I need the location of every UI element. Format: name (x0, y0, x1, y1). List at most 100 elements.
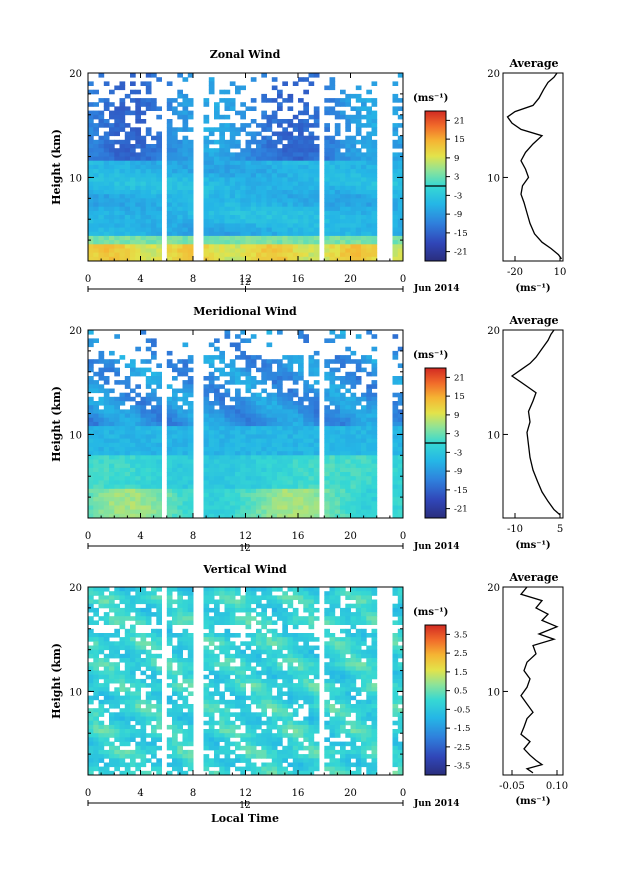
heatmap-cell (182, 587, 189, 592)
heatmap-cell (371, 434, 378, 439)
heatmap-cell (329, 77, 336, 82)
heatmap-cell (151, 152, 157, 157)
heatmap-cell (214, 202, 220, 208)
heatmap-cell (282, 240, 288, 245)
heatmap-cell (240, 114, 246, 120)
heatmap-cell (214, 509, 220, 515)
heatmap-cell (214, 438, 220, 444)
heatmap-cell (208, 691, 215, 696)
heatmap-cell (266, 472, 273, 477)
heatmap-cell (224, 392, 231, 398)
heatmap-cell (135, 687, 141, 692)
heatmap-cell (229, 687, 236, 692)
heatmap-cell (282, 177, 288, 182)
heatmap-cell (119, 380, 126, 385)
heatmap-cell (124, 417, 131, 423)
heatmap-cell (135, 455, 141, 460)
heatmap-cell (166, 683, 173, 688)
heatmap-cell (214, 248, 220, 254)
heatmap-cell (345, 434, 351, 439)
heatmap-cell (119, 98, 126, 103)
heatmap-cell (366, 148, 372, 153)
heatmap-cell (119, 438, 126, 444)
heatmap-cell (145, 359, 152, 364)
heatmap-cell (334, 169, 341, 174)
heatmap-cell (287, 513, 294, 519)
heatmap-cell (88, 497, 94, 502)
heatmap-cell (187, 380, 194, 385)
heatmap-cell (124, 674, 131, 680)
heatmap-cell (208, 401, 215, 406)
heatmap-cell (203, 624, 210, 630)
heatmap-cell (140, 770, 147, 776)
heatmap-cell (145, 476, 152, 481)
heatmap-cell (119, 164, 126, 170)
heatmap-cell (361, 135, 367, 141)
heatmap-cell (397, 492, 404, 498)
heatmap-cell (229, 603, 236, 609)
heatmap-cell (219, 169, 225, 174)
heatmap-cell (271, 210, 278, 216)
heatmap-cell (366, 384, 372, 389)
heatmap-cell (214, 388, 220, 394)
heatmap-cell (135, 156, 141, 162)
heatmap-cell (88, 476, 94, 481)
heatmap-cell (187, 641, 194, 646)
heatmap-cell (366, 160, 372, 166)
heatmap-cell (340, 177, 346, 182)
heatmap-cell (187, 160, 194, 166)
heatmap-cell (224, 127, 231, 132)
heatmap-cell (124, 206, 131, 212)
heatmap-cell (308, 181, 315, 187)
heatmap-cell (156, 708, 162, 713)
heatmap-cell (119, 695, 126, 701)
heatmap-cell (240, 770, 246, 776)
heatmap-cell (88, 645, 94, 651)
heatmap-cell (261, 426, 267, 431)
heatmap-cell (88, 198, 94, 203)
profile-line (506, 72, 563, 260)
heatmap-cell (287, 144, 294, 149)
heatmap-cell (203, 148, 210, 153)
heatmap-cell (135, 131, 141, 137)
heatmap-cell (203, 649, 210, 655)
heatmap-cell (166, 628, 173, 634)
heatmap-cell (271, 421, 278, 427)
heatmap-cell (308, 114, 315, 120)
heatmap-cell (235, 252, 241, 258)
heatmap-cell (298, 190, 304, 195)
heatmap-cell (282, 501, 288, 506)
heatmap-cell (308, 447, 315, 452)
heatmap-cell (282, 127, 288, 132)
heatmap-cell (224, 235, 231, 241)
heatmap-cell (224, 164, 231, 170)
heatmap-cell (103, 447, 110, 452)
heatmap-cell (271, 384, 278, 389)
heatmap-cell (182, 674, 189, 680)
heatmap-cell (350, 413, 357, 419)
heatmap-cell (266, 342, 273, 348)
heatmap-cell (245, 235, 252, 241)
heatmap-cell (182, 148, 189, 153)
heatmap-cell (334, 219, 341, 224)
heatmap-cell (392, 93, 399, 99)
heatmap-cell (366, 210, 372, 216)
heatmap-cell (182, 430, 189, 435)
heatmap-cell (103, 131, 110, 137)
heatmap-cell (355, 409, 362, 414)
heatmap-cell (271, 467, 278, 473)
heatmap-cell (303, 413, 309, 419)
heatmap-cell (124, 509, 131, 515)
heatmap-cell (340, 219, 346, 224)
heatmap-cell (124, 704, 131, 709)
heatmap-cell (282, 476, 288, 481)
heatmap-cell (114, 413, 120, 419)
heatmap-cell (371, 123, 378, 128)
heatmap-cell (371, 244, 378, 249)
heatmap-cell (245, 472, 252, 477)
heatmap-cell (145, 616, 152, 621)
heatmap-cell (392, 430, 399, 435)
heatmap-cell (151, 733, 157, 738)
heatmap-cell (140, 135, 147, 141)
heatmap-cell (298, 363, 304, 368)
